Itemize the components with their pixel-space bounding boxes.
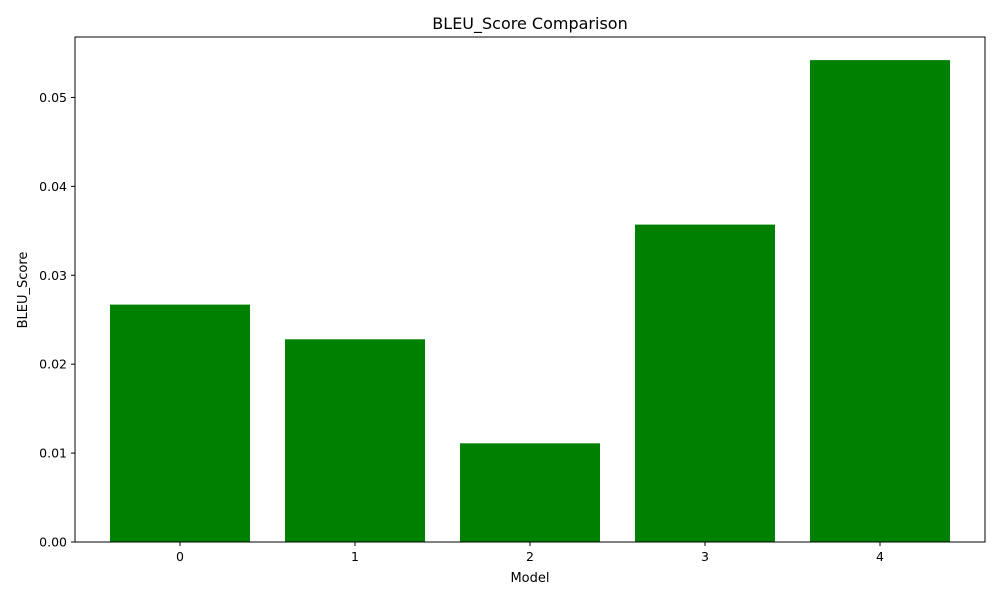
- y-axis-ticks: 0.00 0.01 0.02 0.03 0.04 0.05: [39, 90, 75, 550]
- x-axis-ticks: 0 1 2 3 4: [176, 542, 884, 564]
- bar-3: [635, 224, 775, 542]
- y-tick-label: 0.03: [39, 268, 67, 283]
- bars-group: [110, 60, 950, 542]
- y-tick-label: 0.04: [39, 179, 67, 194]
- bar-1: [285, 339, 425, 542]
- y-tick-label: 0.05: [39, 90, 67, 105]
- x-axis-label: Model: [510, 571, 549, 586]
- chart-title: BLEU_Score Comparison: [432, 14, 627, 34]
- plot-frame: [74, 36, 986, 543]
- y-tick-label: 0.02: [39, 357, 67, 372]
- y-tick-label: 0.01: [39, 446, 67, 461]
- y-axis-label: BLEU_Score: [16, 252, 31, 329]
- bar-4: [810, 60, 950, 542]
- x-tick-label: 2: [526, 549, 534, 564]
- x-tick-label: 3: [701, 549, 709, 564]
- x-tick-label: 1: [351, 549, 359, 564]
- x-tick-label: 4: [876, 549, 884, 564]
- x-tick-label: 0: [176, 549, 184, 564]
- bar-0: [110, 304, 250, 542]
- bar-2: [460, 443, 600, 542]
- y-tick-label: 0.00: [39, 535, 67, 550]
